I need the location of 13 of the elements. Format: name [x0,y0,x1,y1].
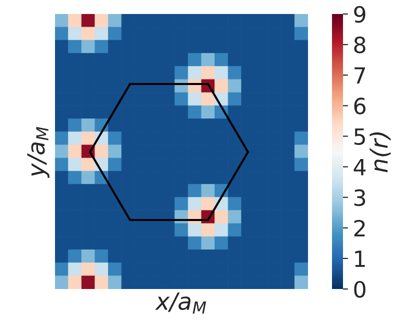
color-bar-label: 1 [355,250,365,267]
color-bar-label: 4 [354,159,366,176]
color-bar-label: 2 [354,220,365,236]
y-axis-title: y/a$_{M}$ [27,126,50,178]
x-axis-title: x/a$_{M}$ [155,292,206,314]
color-bar-label: 5 [354,128,365,145]
color-bar-label: 6 [354,98,366,114]
color-bar-label: 0 [354,280,366,298]
color-bar-label: 3 [354,189,366,206]
color-bar-label: 8 [354,36,366,54]
color-bar-title: n(r) [370,132,391,172]
color-bar-label: 7 [354,67,365,84]
color-bar-label: 9 [354,6,366,23]
